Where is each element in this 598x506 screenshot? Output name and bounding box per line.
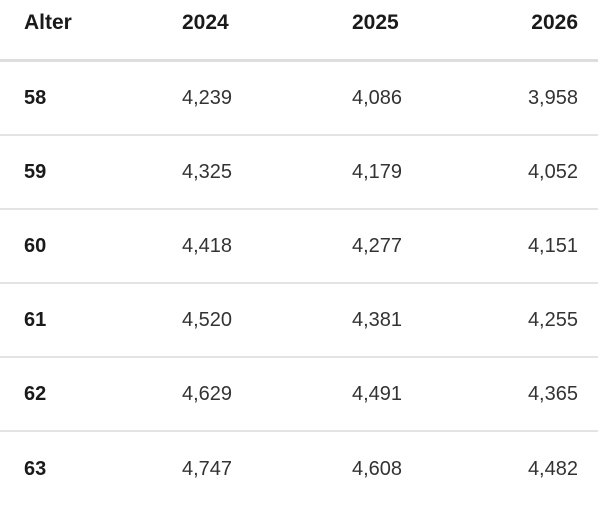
- age-cell: 60: [24, 234, 47, 257]
- value-cell-2026: 4,365: [527, 382, 578, 405]
- value-cell-2026: 3,958: [527, 86, 578, 109]
- value-cell-2025: 4,491: [352, 382, 403, 405]
- table-row: 60 4,418 4,277 4,151: [0, 210, 598, 284]
- value-cell-2024: 4,418: [182, 234, 233, 257]
- table-row: 59 4,325 4,179 4,052: [0, 136, 598, 210]
- value-cell-2025: 4,277: [352, 234, 403, 257]
- age-cell: 63: [24, 457, 47, 480]
- value-cell-2026: 4,482: [527, 457, 578, 480]
- table-header-row: Alter 2024 2025 2026: [0, 0, 598, 62]
- table-row: 58 4,239 4,086 3,958: [0, 62, 598, 136]
- value-cell-2025: 4,179: [352, 160, 403, 183]
- age-cell: 58: [24, 86, 47, 109]
- value-cell-2024: 4,520: [182, 308, 233, 331]
- header-alter: Alter: [24, 11, 72, 34]
- value-cell-2026: 4,052: [527, 160, 578, 183]
- value-cell-2024: 4,239: [182, 86, 233, 109]
- table-row: 61 4,520 4,381 4,255: [0, 284, 598, 358]
- table-row: 63 4,747 4,608 4,482: [0, 432, 598, 506]
- age-cell: 62: [24, 382, 47, 405]
- header-2026: 2026: [531, 11, 578, 34]
- value-cell-2024: 4,325: [182, 160, 233, 183]
- value-cell-2026: 4,255: [527, 308, 578, 331]
- value-cell-2025: 4,381: [352, 308, 403, 331]
- header-2025: 2025: [352, 11, 399, 34]
- value-cell-2025: 4,608: [352, 457, 403, 480]
- age-cell: 59: [24, 160, 47, 183]
- value-cell-2024: 4,629: [182, 382, 233, 405]
- table-row: 62 4,629 4,491 4,365: [0, 358, 598, 432]
- value-cell-2026: 4,151: [527, 234, 578, 257]
- header-2024: 2024: [182, 11, 229, 34]
- value-cell-2025: 4,086: [352, 86, 403, 109]
- age-cell: 61: [24, 308, 47, 331]
- value-cell-2024: 4,747: [182, 457, 233, 480]
